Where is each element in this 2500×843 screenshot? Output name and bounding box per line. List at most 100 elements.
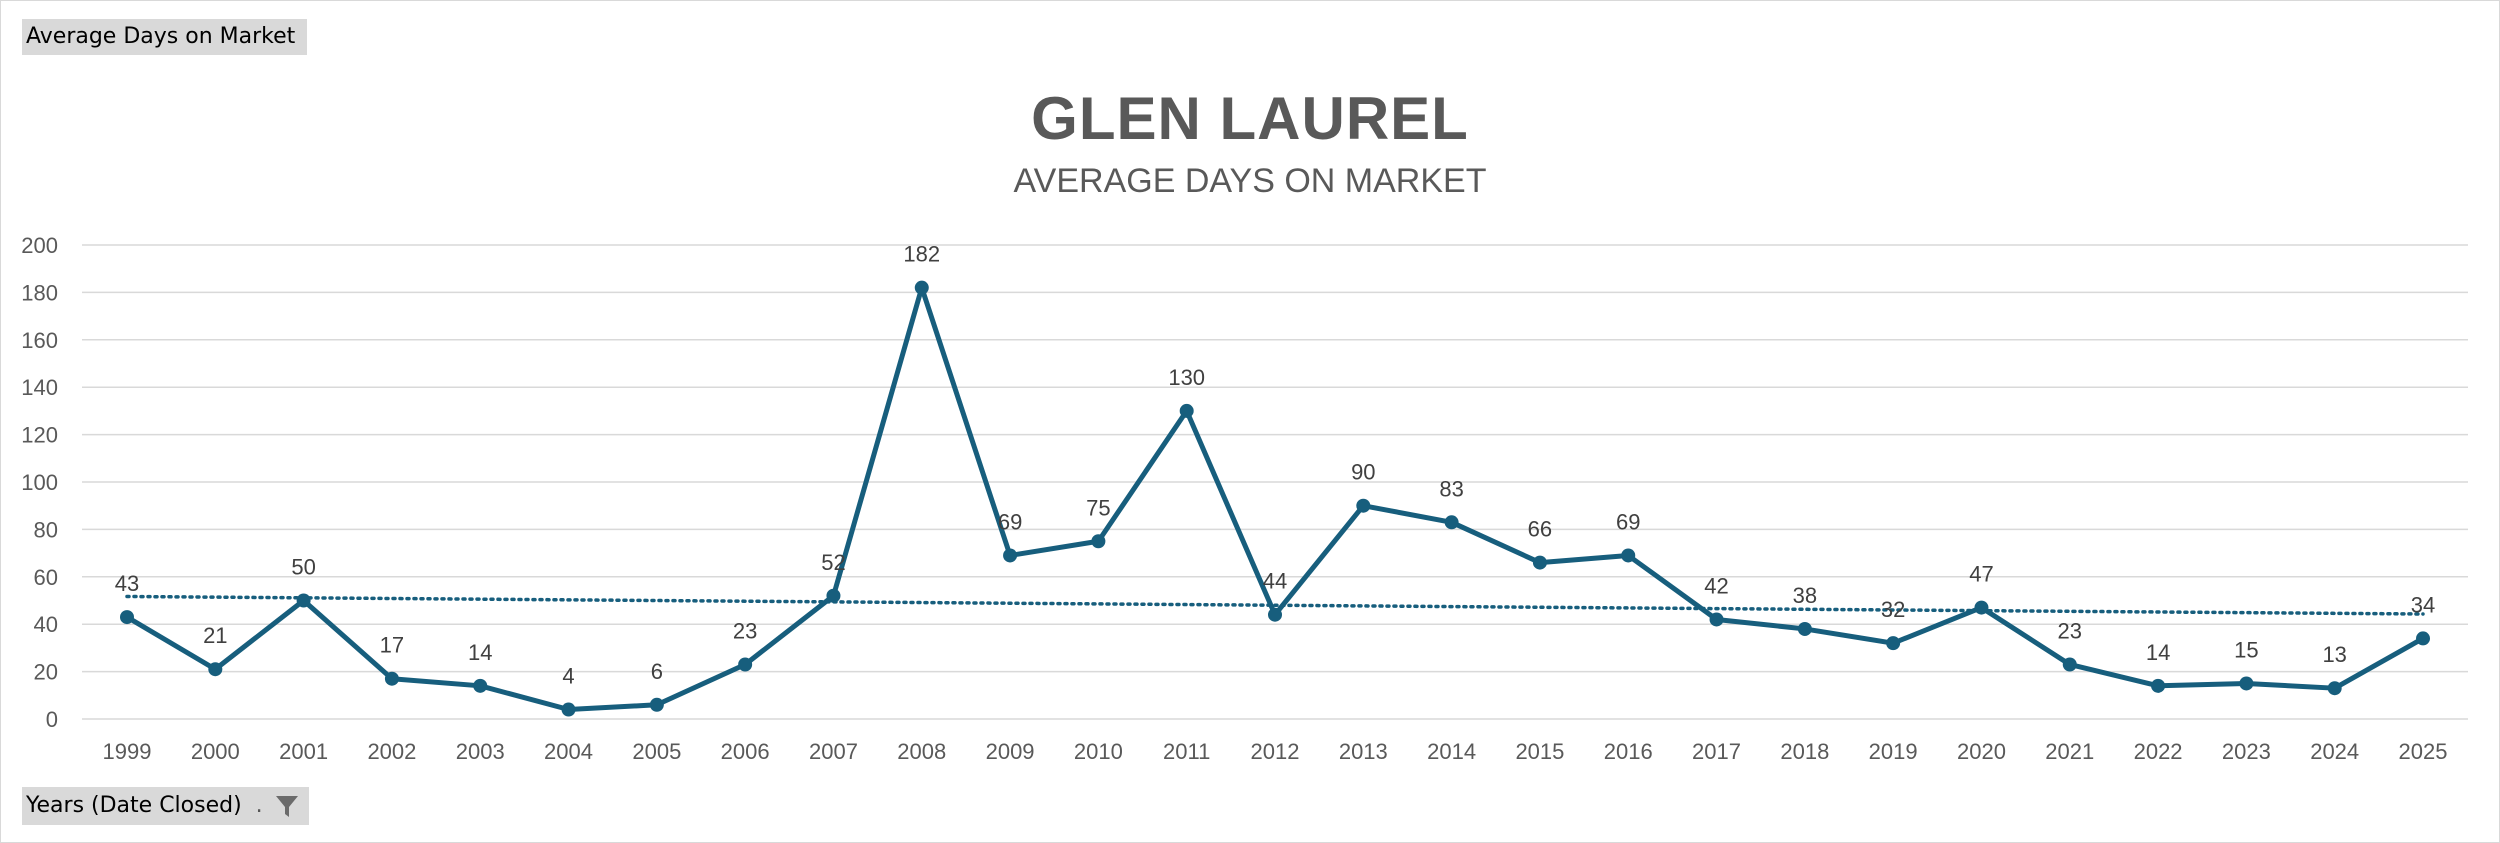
data-point <box>649 697 664 712</box>
data-point <box>208 662 223 677</box>
data-point <box>1974 600 1989 615</box>
x-tick-label: 2010 <box>1074 739 1123 764</box>
y-tick-label: 0 <box>46 707 58 732</box>
data-label: 34 <box>2411 592 2435 617</box>
trendline-path <box>125 594 2425 616</box>
x-tick-label: 2020 <box>1957 739 2006 764</box>
data-point <box>1886 636 1901 651</box>
x-tick-label: 2018 <box>1780 739 1829 764</box>
trendline <box>125 594 2425 616</box>
axis-field-button[interactable]: Years (Date Closed). <box>22 787 309 825</box>
data-point <box>1003 548 1018 563</box>
x-tick-label: 2023 <box>2222 739 2271 764</box>
data-label: 38 <box>1793 583 1817 608</box>
x-tick-label: 2012 <box>1251 739 1300 764</box>
x-tick-label: 2024 <box>2310 739 2359 764</box>
x-tick-label: 1999 <box>103 739 152 764</box>
data-point <box>738 657 753 672</box>
data-label: 69 <box>1616 509 1640 534</box>
y-tick-label: 100 <box>21 470 58 495</box>
x-tick-label: 2008 <box>897 739 946 764</box>
x-tick-label: 2009 <box>986 739 1035 764</box>
x-tick-label: 2000 <box>191 739 240 764</box>
data-label: 182 <box>903 242 940 267</box>
x-tick-label: 2003 <box>456 739 505 764</box>
data-point <box>2239 676 2254 691</box>
chart-title: GLEN LAUREL <box>1031 85 1469 152</box>
y-tick-label: 160 <box>21 328 58 353</box>
y-tick-label: 80 <box>34 517 58 542</box>
value-field-button[interactable]: Average Days on Market <box>22 19 308 55</box>
data-label: 130 <box>1168 365 1205 390</box>
data-point <box>561 702 576 717</box>
x-tick-label: 2013 <box>1339 739 1388 764</box>
data-label: 23 <box>733 618 757 643</box>
data-label: 44 <box>1263 569 1287 594</box>
data-point <box>120 610 134 625</box>
data-point <box>1621 548 1636 563</box>
x-tick-label: 2004 <box>544 739 593 764</box>
y-tick-label: 20 <box>34 660 58 685</box>
x-tick-label: 2021 <box>2045 739 2094 764</box>
series-line <box>120 280 2430 717</box>
filter-funnel-icon[interactable] <box>273 792 301 820</box>
x-tick-label: 2022 <box>2134 739 2183 764</box>
y-tick-label: 180 <box>21 280 58 305</box>
data-label: 6 <box>651 659 663 684</box>
data-point <box>826 588 841 603</box>
data-label: 15 <box>2234 637 2258 662</box>
gridlines <box>82 244 2468 720</box>
y-axis: 0 20 40 60 80 100 120 140 160 180 200 <box>21 233 58 732</box>
data-point <box>2327 681 2342 696</box>
data-label: 90 <box>1351 460 1375 485</box>
data-label: 42 <box>1704 573 1728 598</box>
y-tick-label: 140 <box>21 375 58 400</box>
data-point <box>914 280 929 295</box>
data-label: 43 <box>115 571 139 596</box>
data-label: 66 <box>1528 517 1552 542</box>
x-tick-label: 2006 <box>721 739 770 764</box>
data-point <box>1709 612 1724 627</box>
x-tick-label: 2007 <box>809 739 858 764</box>
x-tick-label: 2025 <box>2399 739 2448 764</box>
data-point <box>384 671 399 686</box>
data-label: 14 <box>468 640 492 665</box>
data-label: 14 <box>2146 640 2170 665</box>
data-point <box>1179 403 1194 418</box>
data-label: 75 <box>1086 495 1110 520</box>
data-point <box>1268 607 1282 622</box>
data-point <box>1444 515 1459 530</box>
data-label: 23 <box>2058 618 2082 643</box>
data-label: 21 <box>203 623 227 648</box>
axis-field-label: Years (Date Closed) <box>26 793 242 818</box>
data-label: 52 <box>821 550 845 575</box>
data-label: 50 <box>291 555 315 580</box>
data-label: 69 <box>998 509 1022 534</box>
y-tick-label: 120 <box>21 423 58 448</box>
y-tick-label: 200 <box>21 233 58 258</box>
data-point <box>2151 678 2166 693</box>
data-point <box>1532 555 1547 570</box>
data-label: 83 <box>1439 476 1463 501</box>
x-tick-label: 2019 <box>1869 739 1918 764</box>
x-tick-label: 2011 <box>1163 739 1210 764</box>
x-tick-label: 2017 <box>1692 739 1741 764</box>
data-label: 4 <box>562 664 574 689</box>
x-axis: 1999 2000 2001 2002 2003 2004 2005 2006 2007 2008… <box>103 739 2448 764</box>
data-point <box>1356 498 1371 513</box>
data-point <box>2062 657 2077 672</box>
x-tick-label: 2016 <box>1604 739 1653 764</box>
data-point <box>473 678 488 693</box>
value-field-label: Average Days on Market <box>26 24 296 49</box>
data-label: 17 <box>380 633 404 658</box>
data-labels: 43 21 50 17 14 4 6 23 52 182 69 75 130 44 90 83 66 69 42 38… <box>115 242 2435 689</box>
y-tick-label: 40 <box>34 612 58 637</box>
data-label: 47 <box>1969 562 1993 587</box>
data-label: 13 <box>2322 642 2346 667</box>
x-tick-label: 2014 <box>1427 739 1476 764</box>
data-point <box>2416 631 2430 646</box>
data-label: 32 <box>1881 597 1905 622</box>
x-tick-label: 2001 <box>279 739 328 764</box>
x-tick-label: 2015 <box>1515 739 1564 764</box>
